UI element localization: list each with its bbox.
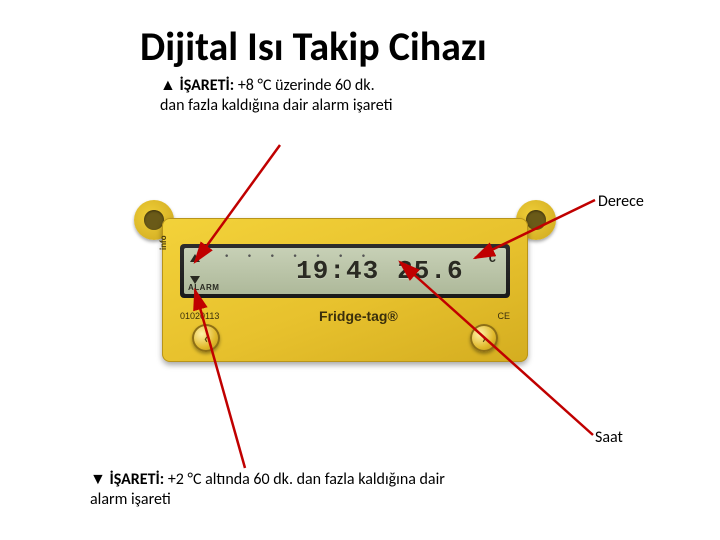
device-ce-mark: CE [497, 311, 510, 321]
annotation-saat: Saat [595, 428, 623, 448]
annotation-up-marker: ▲ İŞARETİ: +8 °C üzerinde 60 dk. dan faz… [160, 76, 400, 116]
annotation-down-bold: ▼ İŞARETİ: [90, 470, 164, 489]
alarm-up-icon [190, 254, 200, 262]
page-title: Dijital Isı Takip Cihazı [140, 22, 487, 71]
lcd-bezel: ALARM • • • • • • • 19:43 25.6 °C [180, 244, 510, 298]
device-brand-strip: 01020113 Fridge-tag® CE [180, 308, 510, 324]
lcd-day-dots: • • • • • • • [224, 252, 372, 262]
device-button-left: ‹ [192, 324, 220, 352]
lcd-screen: ALARM • • • • • • • 19:43 25.6 °C [184, 248, 506, 294]
annotation-derece: Derece [598, 192, 644, 212]
lcd-temp: 25.6 [397, 256, 463, 286]
device-body: info ALARM • • • • • • • 19:43 25.6 °C 0… [162, 218, 528, 362]
device-side-label: info [158, 235, 169, 250]
annotation-down-marker: ▼ İŞARETİ: +2 °C altında 60 dk. dan fazl… [90, 470, 450, 510]
annotation-up-bold: ▲ İŞARETİ: [160, 76, 234, 95]
device-button-right: › [470, 324, 498, 352]
device-code: 01020113 [180, 311, 219, 321]
lcd-temp-unit: °C [482, 252, 496, 266]
device-brand: Fridge-tag® [319, 308, 398, 324]
lcd-alarm-label: ALARM [188, 283, 219, 292]
device-illustration: info ALARM • • • • • • • 19:43 25.6 °C 0… [130, 200, 560, 380]
